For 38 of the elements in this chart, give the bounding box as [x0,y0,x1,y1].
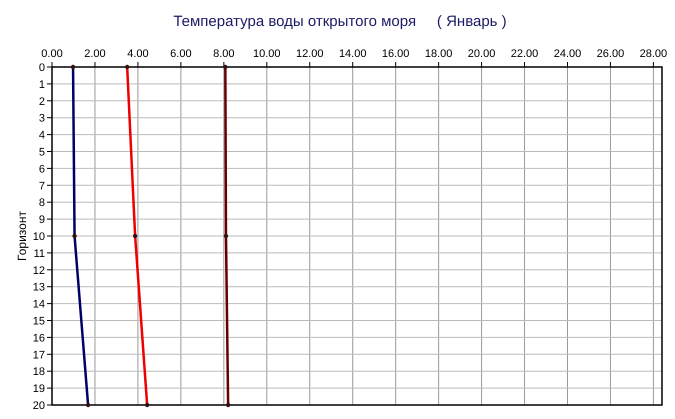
y-tick-label: 20 [32,400,45,412]
y-tick-label: 1 [38,78,45,91]
y-tick-label: 0 [38,62,45,74]
y-tick-label: 10 [32,231,45,243]
x-tick-label: 14.00 [338,48,366,60]
y-tick-label: 17 [32,349,45,362]
x-tick-label: 4.00 [127,48,149,60]
y-tick-label: 4 [38,130,45,142]
y-tick-label: 6 [38,163,45,176]
x-tick-label: 16.00 [382,48,410,60]
y-tick-label: 12 [32,264,45,277]
x-tick-label: 6.00 [170,48,192,60]
y-axis-title: Горизонт [15,210,29,261]
y-tick-label: 7 [38,180,45,192]
y-tick-label: 5 [38,146,45,158]
x-tick-label: 20.00 [468,48,496,60]
x-tick-label: 8.00 [213,48,235,60]
x-tick-label: 24.00 [554,48,582,60]
y-tick-label: 14 [32,298,45,311]
x-tick-label: 28.00 [640,48,668,60]
y-tick-label: 15 [32,316,45,328]
x-tick-label: 12.00 [296,48,324,60]
y-tick-label: 13 [32,282,45,294]
y-tick-label: 19 [32,383,45,396]
y-tick-label: 8 [38,197,45,210]
x-tick-label: 22.00 [510,48,538,60]
y-tick-label: 3 [38,112,45,125]
y-tick-label: 18 [32,366,45,378]
y-tick-label: 16 [32,332,45,344]
x-tick-label: 2.00 [84,48,106,60]
chart-title: Температура воды открытого моря ( Январь ) [173,13,507,30]
x-tick-label: 0.00 [41,48,63,60]
y-tick-label: 9 [38,214,45,226]
y-tick-label: 11 [34,248,45,260]
x-tick-label: 10.00 [253,48,281,60]
y-tick-label: 2 [38,96,45,108]
x-tick-label: 18.00 [424,48,452,60]
x-tick-label: 26.00 [596,48,624,60]
